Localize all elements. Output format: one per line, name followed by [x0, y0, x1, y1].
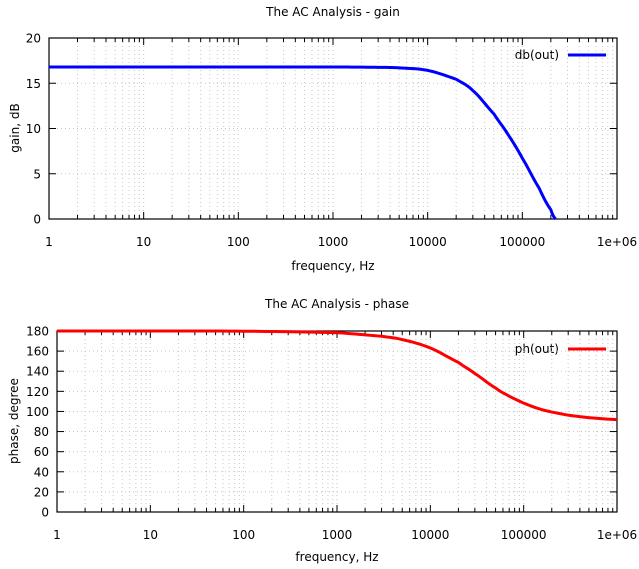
x-tick-label: 100000: [499, 235, 545, 249]
x-tick-label: 10: [143, 528, 158, 542]
y-tick-label: 15: [26, 77, 41, 91]
phase-plot-ylabel: phase, degree: [7, 378, 21, 464]
series-line-ph-out: [57, 329, 618, 422]
x-tick-label: 1000: [322, 528, 353, 542]
y-tick-label: 20: [34, 485, 49, 499]
legend-label-ph-out: ph(out): [515, 342, 559, 356]
gain-plot-title: The AC Analysis - gain: [265, 5, 400, 19]
x-tick-label: 1000: [318, 235, 349, 249]
x-tick-label: 10000: [411, 528, 449, 542]
x-tick-label: 100: [232, 528, 255, 542]
y-tick-label: 180: [26, 325, 49, 339]
x-tick-label: 100: [227, 235, 250, 249]
y-tick-label: 100: [26, 405, 49, 419]
gain-plot: The AC Analysis - gain frequency, Hz gai…: [8, 5, 637, 273]
gain-plot-ylabel: gain, dB: [8, 103, 22, 152]
plot-frame: [48, 37, 618, 220]
y-tick-label: 5: [33, 167, 41, 181]
y-tick-label: 20: [26, 32, 41, 46]
y-tick-label: 10: [26, 122, 41, 136]
x-tick-label: 1: [45, 235, 53, 249]
y-tick-label: 40: [34, 465, 49, 479]
phase-plot: The AC Analysis - phase frequency, Hz ph…: [7, 297, 637, 564]
series-line-db-out: [49, 65, 557, 221]
y-tick-label: 160: [26, 345, 49, 359]
x-tick-label: 10000: [409, 235, 447, 249]
gain-plot-xlabel: frequency, Hz: [291, 259, 374, 273]
y-tick-label: 120: [26, 385, 49, 399]
phase-plot-xlabel: frequency, Hz: [295, 550, 378, 564]
x-tick-label: 1e+06: [597, 235, 637, 249]
x-tick-label: 1: [53, 528, 61, 542]
phase-plot-title: The AC Analysis - phase: [264, 297, 409, 311]
x-tick-label: 1e+06: [597, 528, 637, 542]
y-tick-label: 60: [34, 445, 49, 459]
plot-frame: [56, 330, 618, 513]
y-tick-label: 80: [34, 425, 49, 439]
x-tick-label: 100000: [501, 528, 547, 542]
y-tick-label: 0: [33, 213, 41, 227]
legend-label-db-out: db(out): [515, 48, 559, 62]
x-tick-label: 10: [136, 235, 151, 249]
y-tick-label: 140: [26, 365, 49, 379]
y-tick-label: 0: [41, 506, 49, 520]
